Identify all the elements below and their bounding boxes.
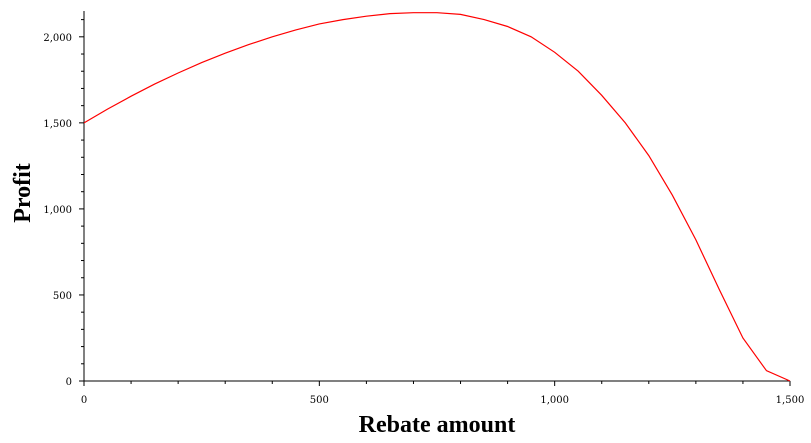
axes	[83, 11, 790, 382]
profit-line	[83, 12, 791, 382]
x-tick-label: 1,000	[540, 395, 569, 406]
x-tick-label: 1,500	[776, 395, 805, 406]
x-axis-label: Rebate amount	[359, 412, 516, 438]
y-tick-label: 1,000	[43, 205, 72, 216]
x-tick-label: 0	[81, 395, 87, 406]
y-tick-label: 1,500	[43, 119, 72, 130]
y-axis-label: Profit	[10, 163, 36, 223]
y-tick-label: 0	[66, 377, 72, 388]
series	[83, 12, 791, 382]
y-tick-label: 500	[53, 291, 72, 302]
y-tick-label: 2,000	[43, 33, 72, 44]
x-tick-label: 500	[310, 395, 329, 406]
ticks: 0 500 1,000 1,500 0 500 1,000 1,500 2,000	[43, 19, 805, 406]
